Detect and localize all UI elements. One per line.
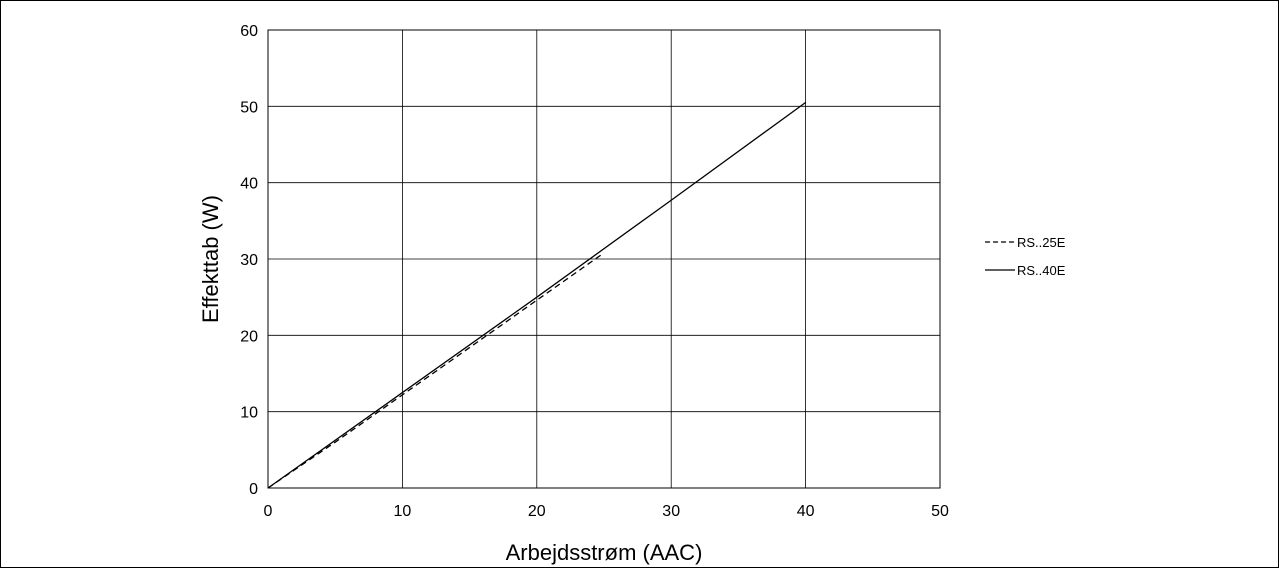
legend-label: RS..25E <box>1017 235 1066 250</box>
y-axis-label: Effekttab (W) <box>198 195 223 323</box>
plot-area <box>267 29 941 489</box>
y-tick-label: 60 <box>240 23 258 40</box>
y-tick-label: 10 <box>240 405 258 422</box>
y-axis-ticks: 0 10 20 30 40 50 60 <box>240 23 258 498</box>
x-tick-label: 20 <box>528 503 546 520</box>
series-line-rs-25e <box>267 252 605 489</box>
x-tick-label: 50 <box>931 503 949 520</box>
x-tick-label: 30 <box>662 503 680 520</box>
legend-label: RS..40E <box>1017 263 1066 278</box>
y-tick-label: 50 <box>240 99 258 116</box>
series-layer <box>267 101 806 489</box>
x-axis-ticks: 0 10 20 30 40 50 <box>264 503 949 520</box>
y-tick-label: 30 <box>240 252 258 269</box>
x-tick-label: 40 <box>797 503 815 520</box>
y-tick-label: 0 <box>249 481 258 498</box>
grid <box>268 30 940 488</box>
x-tick-label: 0 <box>264 503 273 520</box>
y-tick-label: 20 <box>240 328 258 345</box>
x-axis-label: Arbejdsstrøm (AAC) <box>506 540 703 565</box>
legend: RS..25E RS..40E <box>985 235 1066 278</box>
series-line-rs-40e <box>267 101 806 489</box>
y-tick-label: 40 <box>240 176 258 193</box>
x-tick-label: 10 <box>394 503 412 520</box>
